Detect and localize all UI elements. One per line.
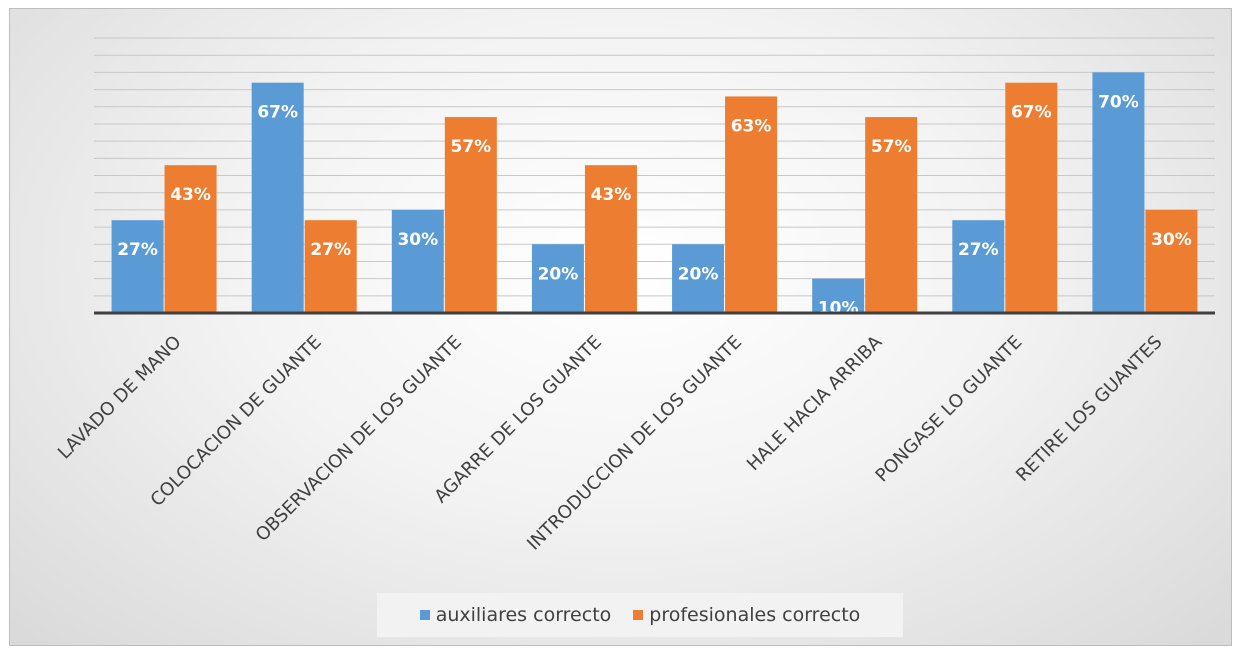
category-label: LAVADO DE MANO xyxy=(54,332,186,464)
legend-swatch-auxiliares xyxy=(419,610,430,620)
data-label: 67% xyxy=(1011,103,1052,123)
chart-area: 27% 67% 30% 20% 20% 10% 27% 70% 43% 27% 57% 43% 63% 5… xyxy=(9,8,1232,646)
legend-item-auxiliares: auxiliares correcto xyxy=(419,604,612,626)
bar xyxy=(812,278,865,313)
bar xyxy=(164,165,217,313)
data-label: 20% xyxy=(538,264,579,284)
legend-label-auxiliares: auxiliares correcto xyxy=(435,604,612,626)
data-label: 43% xyxy=(591,185,632,205)
data-labels: 27% 67% 30% 20% 20% 10% 27% 70% 43% 27% 57% 43% 63% 5… xyxy=(117,92,1192,318)
bar xyxy=(444,117,497,313)
bar xyxy=(251,82,304,313)
data-label: 27% xyxy=(117,240,158,260)
data-label: 43% xyxy=(170,185,211,205)
bar xyxy=(725,96,778,313)
bar xyxy=(111,220,164,313)
bar xyxy=(531,244,584,313)
data-label: 27% xyxy=(310,240,351,260)
category-label: AGARRE DE LOS GUANTE xyxy=(430,332,606,508)
bar xyxy=(672,244,725,313)
data-label: 10% xyxy=(818,299,859,319)
bar xyxy=(391,209,444,313)
bar xyxy=(584,165,637,313)
data-label: 27% xyxy=(958,240,999,260)
data-label: 30% xyxy=(1151,230,1192,250)
legend-label-profesionales: profesionales correcto xyxy=(649,604,861,626)
data-label: 20% xyxy=(678,264,719,284)
data-label: 67% xyxy=(257,103,298,123)
data-label: 63% xyxy=(731,116,772,136)
bar-chart: 27% 67% 30% 20% 20% 10% 27% 70% 43% 27% 57% 43% 63% 5… xyxy=(54,37,1215,555)
bar xyxy=(1005,82,1058,313)
legend-swatch-profesionales xyxy=(633,610,644,620)
category-label: PONGASE LO GUANTE xyxy=(872,332,1027,487)
data-label: 57% xyxy=(450,137,491,157)
data-label: 70% xyxy=(1098,92,1139,112)
legend-item-profesionales: profesionales correcto xyxy=(633,604,860,626)
category-label: HALE HACIA ARRIBA xyxy=(743,331,887,475)
bar xyxy=(304,220,357,313)
bar xyxy=(865,117,918,313)
bar xyxy=(1145,209,1198,313)
category-label: RETIRE LOS GUANTES xyxy=(1012,332,1166,486)
data-label: 57% xyxy=(871,137,912,157)
bar xyxy=(1092,72,1145,313)
bars xyxy=(111,72,1198,313)
bar xyxy=(952,220,1005,313)
legend: auxiliares correcto profesionales correc… xyxy=(377,593,903,637)
data-label: 30% xyxy=(397,230,438,250)
